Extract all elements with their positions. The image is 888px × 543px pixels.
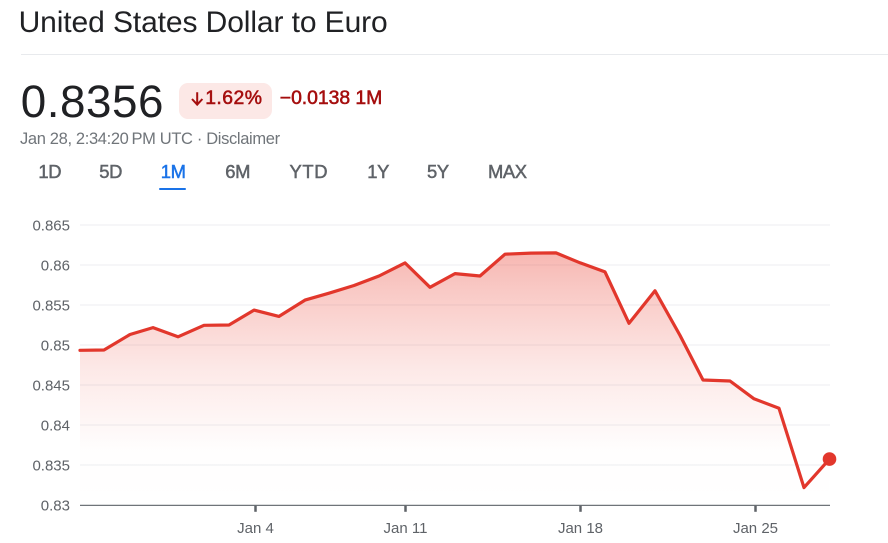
svg-text:Jan 25: Jan 25 — [733, 520, 778, 537]
svg-text:0.86: 0.86 — [41, 257, 70, 274]
svg-text:0.845: 0.845 — [32, 377, 70, 394]
svg-text:0.855: 0.855 — [32, 297, 70, 314]
svg-text:Jan 11: Jan 11 — [384, 520, 428, 537]
svg-text:Jan 4: Jan 4 — [237, 520, 274, 537]
svg-text:0.835: 0.835 — [32, 457, 70, 474]
svg-text:0.85: 0.85 — [41, 337, 70, 354]
svg-text:0.84: 0.84 — [41, 417, 70, 434]
svg-text:Jan 18: Jan 18 — [558, 520, 603, 537]
svg-text:0.83: 0.83 — [41, 497, 70, 514]
svg-text:0.865: 0.865 — [32, 217, 70, 234]
